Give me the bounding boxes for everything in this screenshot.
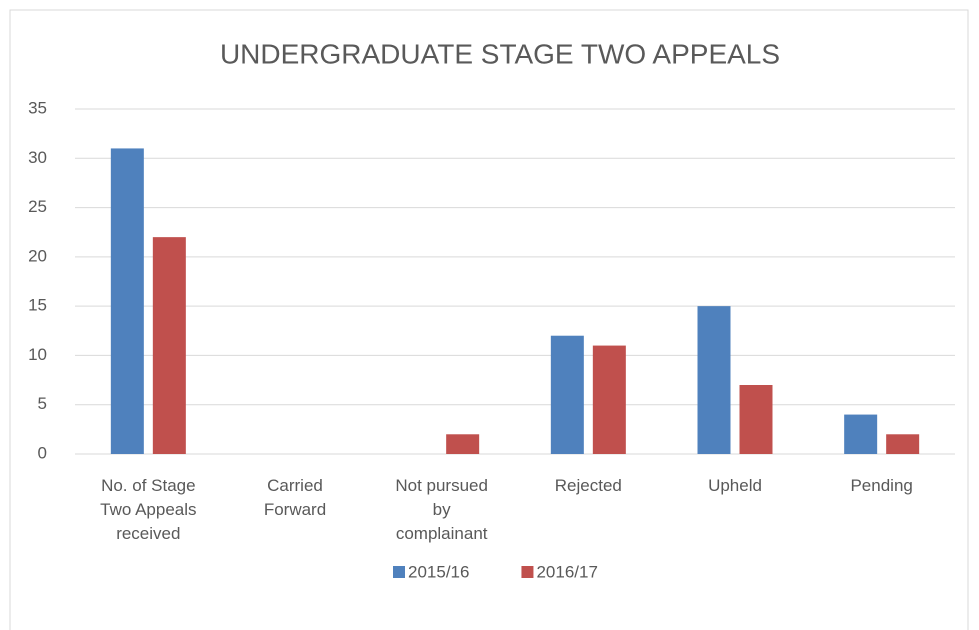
y-tick-label: 5 xyxy=(38,394,47,413)
legend-swatch xyxy=(393,566,405,578)
x-tick-label: Rejected xyxy=(555,476,622,495)
y-tick-label: 15 xyxy=(28,296,47,315)
bar xyxy=(152,237,186,454)
y-tick-label: 25 xyxy=(28,197,47,216)
y-tick-label: 0 xyxy=(38,443,47,462)
x-tick-label: No. of Stage Two Appeals received xyxy=(100,476,196,543)
y-tick-label: 10 xyxy=(28,345,47,364)
bar xyxy=(110,148,144,454)
bar xyxy=(550,335,584,454)
x-tick-label: Carried Forward xyxy=(264,476,326,519)
bar xyxy=(886,434,920,454)
x-tick-label: Upheld xyxy=(708,476,762,495)
legend-label: 2016/17 xyxy=(536,562,597,581)
legend-label: 2015/16 xyxy=(408,562,469,581)
legend-swatch xyxy=(521,566,534,578)
bar xyxy=(844,414,878,454)
y-tick-label: 35 xyxy=(28,98,47,117)
chart-title: UNDERGRADUATE STAGE TWO APPEALS xyxy=(220,38,780,69)
x-tick-label: Not pursued by complainant xyxy=(395,476,488,543)
bar xyxy=(592,345,626,454)
x-tick-label: Pending xyxy=(850,476,912,495)
bar xyxy=(697,306,731,454)
bar xyxy=(446,434,480,454)
bar xyxy=(739,385,773,454)
y-tick-label: 20 xyxy=(28,246,47,265)
y-tick-label: 30 xyxy=(28,148,47,167)
